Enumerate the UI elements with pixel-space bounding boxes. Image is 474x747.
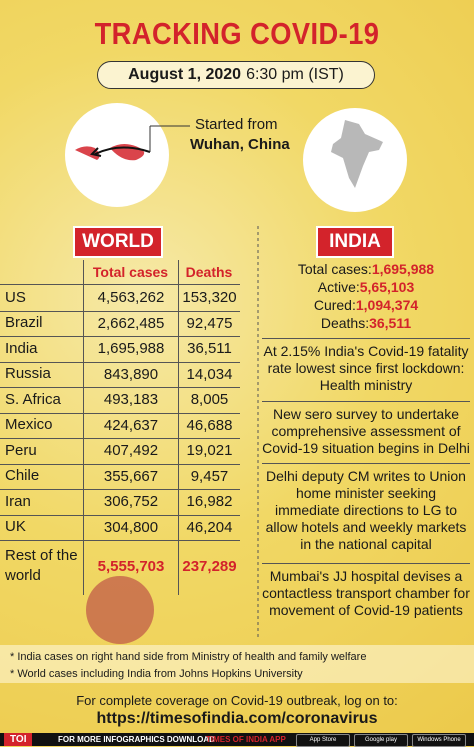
stat-label: Active: xyxy=(317,279,360,295)
row-line xyxy=(0,310,240,312)
total-cases: 4,563,262 xyxy=(97,289,165,307)
promo-app: TIMES OF INDIA APP xyxy=(206,735,286,744)
country: US xyxy=(5,288,26,306)
news-separator xyxy=(262,463,470,464)
row-line xyxy=(0,438,240,439)
total-cases: 2,662,485 xyxy=(97,314,165,332)
total-cases: 1,695,988 xyxy=(97,340,165,358)
news-separator xyxy=(262,401,470,402)
time: 6:30 pm (IST) xyxy=(246,66,344,83)
deaths: 36,511 xyxy=(187,340,232,358)
deaths: 237,289 xyxy=(182,557,237,575)
news-separator xyxy=(262,563,470,564)
origin-place: Wuhan, China xyxy=(190,136,290,153)
country: UK xyxy=(5,518,26,536)
country: Chile xyxy=(5,467,40,485)
total-cases: 355,667 xyxy=(103,467,159,485)
country: India xyxy=(5,339,38,357)
country: Iran xyxy=(5,492,31,510)
footer-text: For complete coverage on Covid-19 outbre… xyxy=(76,693,398,708)
col-cases: Total cases xyxy=(92,264,169,280)
total-cases: 424,637 xyxy=(103,416,159,434)
brand: TOI xyxy=(4,733,33,746)
row-line xyxy=(0,540,240,541)
col-deaths: Deaths xyxy=(185,264,233,280)
country: Rest of the world xyxy=(5,547,78,584)
col-divider xyxy=(83,260,84,595)
country: Brazil xyxy=(5,314,43,332)
news-item: Mumbai's JJ hospital devises a contactle… xyxy=(262,568,470,618)
news-item: At 2.15% India's Covid-19 fatality rate … xyxy=(263,343,469,393)
total-cases: 306,752 xyxy=(103,493,159,511)
note: * World cases including India from Johns… xyxy=(10,668,303,680)
deaths: 19,021 xyxy=(186,442,233,460)
country: Mexico xyxy=(5,416,53,434)
deaths: 16,982 xyxy=(186,493,233,511)
country: Peru xyxy=(5,441,37,459)
stat-label: Cured: xyxy=(313,297,356,313)
total-cases: 5,555,703 xyxy=(97,557,165,575)
deaths: 153,320 xyxy=(182,289,237,307)
india-stat: Cured:1,094,374 xyxy=(262,297,470,313)
news-item: New sero survey to undertake comprehensi… xyxy=(262,406,470,456)
note: * India cases on right hand side from Mi… xyxy=(10,651,367,663)
stat-value: 36,511 xyxy=(369,315,412,331)
stat-value: 5,65,103 xyxy=(359,279,415,295)
row-line xyxy=(0,387,240,388)
news-item: Delhi deputy CM writes to Union home min… xyxy=(265,468,467,552)
deaths: 8,005 xyxy=(190,391,229,409)
india-stat: Deaths:36,511 xyxy=(262,315,470,331)
promo: FOR MORE INFOGRAPHICS DOWNLOAD xyxy=(58,735,215,744)
stat-label: Total cases: xyxy=(297,261,372,277)
row-line xyxy=(0,514,240,516)
india-stat: Active:5,65,103 xyxy=(262,279,470,295)
stat-value: 1,695,988 xyxy=(371,261,435,277)
stat-value: 1,094,374 xyxy=(355,297,419,313)
india-stat: Total cases:1,695,988 xyxy=(262,261,470,277)
footer-url: https://timesofindia.com/coronavirus xyxy=(96,710,378,727)
country: Russia xyxy=(5,365,51,383)
news-separator xyxy=(262,338,470,339)
row-line xyxy=(0,361,240,363)
store-badge: App Store xyxy=(296,734,350,747)
col-divider xyxy=(178,260,179,595)
total-cases: 407,492 xyxy=(103,442,159,460)
india-title: INDIA xyxy=(316,226,394,258)
store-badge: Google play xyxy=(354,734,408,747)
notes-box xyxy=(0,645,474,683)
world-title: WORLD xyxy=(73,226,163,258)
store-badge: Windows Phone xyxy=(412,734,466,747)
deaths: 46,688 xyxy=(186,416,233,434)
deaths: 14,034 xyxy=(186,365,233,383)
total-cases: 304,800 xyxy=(103,518,159,536)
title: TRACKING COVID-19 xyxy=(94,16,380,51)
deaths: 92,475 xyxy=(186,314,233,332)
row-line xyxy=(0,336,240,337)
row-line xyxy=(0,284,240,285)
date-pill: August 1, 2020 6:30 pm (IST) xyxy=(97,61,375,89)
stat-label: Deaths: xyxy=(320,315,370,331)
country: S. Africa xyxy=(5,390,61,408)
row-line xyxy=(0,463,240,465)
origin-label: Started from xyxy=(195,116,278,133)
row-line xyxy=(0,489,240,490)
date: August 1, 2020 xyxy=(128,66,242,83)
total-cases: 843,890 xyxy=(103,365,159,383)
deaths: 46,204 xyxy=(186,518,233,536)
row-line xyxy=(0,412,240,414)
deaths: 9,457 xyxy=(190,467,229,485)
total-cases: 493,183 xyxy=(103,391,159,409)
